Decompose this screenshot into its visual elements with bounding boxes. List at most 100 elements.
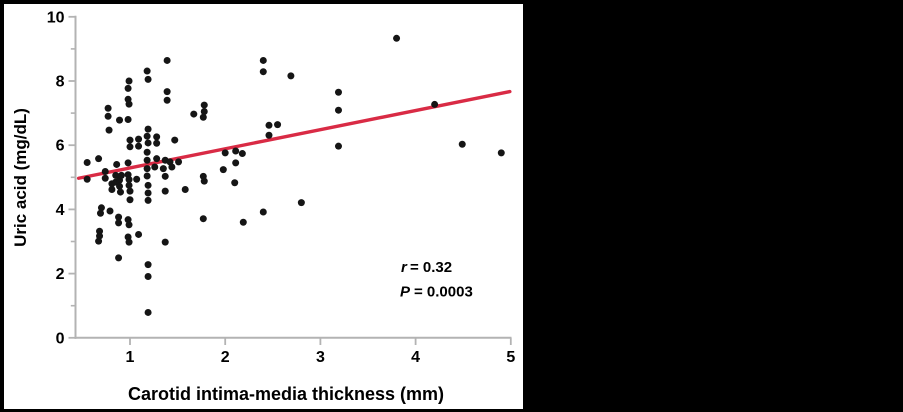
data-point [115,213,123,221]
data-point [143,148,151,156]
data-point [171,136,179,144]
data-point [239,218,247,226]
data-point [125,181,133,189]
data-point [393,34,401,42]
data-point [151,163,159,171]
data-point [163,56,171,64]
data-point [97,204,105,212]
data-point [115,254,123,262]
data-point [144,272,152,280]
data-point [200,101,208,109]
data-point [105,126,113,134]
data-point [106,207,114,215]
data-point [265,131,273,139]
data-point [153,155,161,163]
data-point [190,110,198,118]
data-point [259,56,267,64]
data-point [144,75,152,83]
data-point [101,174,109,182]
data-point [163,88,171,96]
x-tick-label: 3 [316,349,325,366]
data-point [133,175,141,183]
data-points [83,34,505,316]
data-point [95,155,103,163]
data-point [199,215,207,223]
x-tick-label: 2 [221,349,230,366]
data-point [297,199,305,207]
data-point [135,135,143,143]
data-point [221,149,229,157]
data-point [83,159,91,167]
data-point [153,139,161,147]
data-point [161,238,169,246]
regression-line [76,89,512,180]
data-point [143,165,151,173]
data-point [334,88,342,96]
data-point [144,261,152,269]
data-point [238,150,246,158]
data-point [126,136,134,144]
data-point [232,147,240,155]
data-point [144,139,152,147]
y-tick-label: 10 [47,9,65,26]
data-point [83,175,91,183]
data-point [200,177,208,185]
x-tick-label: 4 [411,349,420,366]
data-point [153,133,161,141]
data-point [287,72,295,80]
data-point [181,185,189,193]
y-tick-label: 0 [56,330,65,347]
data-point [144,308,152,316]
annotation-r-var: r [401,259,408,276]
x-tick-label: 5 [506,349,515,366]
data-point [95,237,103,245]
y-tick-label: 6 [56,138,65,155]
data-point [126,187,134,195]
y-tick-label: 4 [56,202,65,219]
data-point [116,188,124,196]
data-point [334,142,342,150]
data-point [431,100,439,108]
data-point [159,165,167,173]
y-tick-label: 8 [56,74,65,91]
data-point [126,143,134,151]
data-point [259,208,267,216]
annotation-r-value: = 0.32 [410,259,452,276]
data-point [144,125,152,133]
data-point [143,67,151,75]
data-point [125,176,133,184]
data-point [113,160,121,168]
data-point [112,171,120,179]
data-point [265,121,273,129]
data-point [125,100,133,108]
data-point [124,84,132,92]
data-point [163,96,171,104]
data-point [161,172,169,180]
data-point [199,113,207,121]
data-point [116,116,124,124]
data-point [497,149,505,157]
data-point [259,68,267,76]
data-point [232,159,240,167]
data-point [143,156,151,164]
data-point [231,179,239,187]
data-point [175,158,183,166]
data-point [458,140,466,148]
annotation-p-var: P [400,284,411,301]
data-point [200,107,208,115]
data-point [168,163,176,171]
y-tick-label: 2 [56,266,65,283]
data-point [161,187,169,195]
data-point [124,116,132,124]
x-axis-title: Carotid intima-media thickness (mm) [128,384,444,404]
data-point [143,132,151,140]
data-point [96,227,104,235]
data-point [143,172,151,180]
data-point [104,104,112,112]
data-point [135,230,143,238]
data-point [96,209,104,217]
data-point [219,166,227,174]
